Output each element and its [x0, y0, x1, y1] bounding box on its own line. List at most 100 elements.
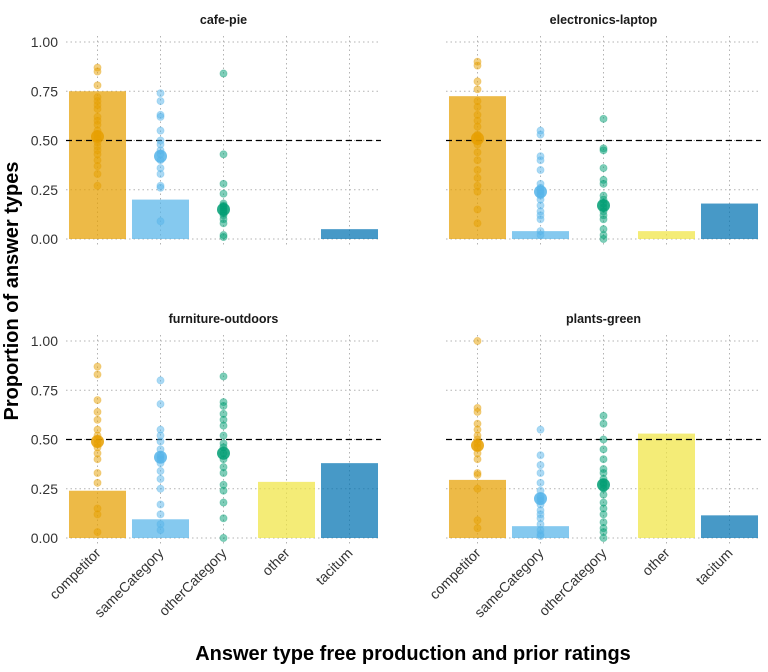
rating-point-competitor: [473, 219, 482, 228]
x-tick-label: tacitum: [312, 545, 355, 588]
rating-point-sameCategory: [156, 169, 165, 178]
y-tick-label: 0.25: [31, 481, 58, 497]
x-tick-label: other: [639, 545, 673, 579]
rating-point-otherCategory: [599, 114, 608, 123]
mean-point-competitor: [471, 438, 484, 452]
rating-point-competitor: [93, 181, 102, 190]
rating-point-otherCategory: [599, 234, 608, 243]
rating-point-sameCategory: [156, 183, 165, 192]
rating-point-otherCategory: [599, 419, 608, 428]
rating-point-competitor: [473, 156, 482, 165]
rating-point-sameCategory: [156, 474, 165, 483]
rating-point-competitor: [93, 528, 102, 537]
rating-point-sameCategory: [156, 376, 165, 385]
mean-point-sameCategory: [534, 185, 547, 199]
panel-furniture-outdoors: furniture-outdoors 0.00 0.25 0.50 0.75 1.00 co…: [31, 312, 381, 621]
rating-point-sameCategory: [156, 400, 165, 409]
y-tick-label: 0.75: [31, 382, 58, 398]
rating-point-competitor: [93, 362, 102, 371]
rating-point-competitor: [93, 162, 102, 171]
rating-point-competitor: [473, 148, 482, 157]
bar-tacitum: [700, 515, 759, 538]
rating-point-sameCategory: [156, 510, 165, 519]
panel-plants-green: plants-greencompetitorsameCategoryotherC…: [426, 312, 761, 621]
rating-point-sameCategory: [156, 467, 165, 476]
rating-point-competitor: [93, 468, 102, 477]
rating-point-competitor: [473, 407, 482, 416]
bar-other: [637, 433, 696, 538]
rating-point-otherCategory: [219, 179, 228, 188]
rating-point-sameCategory: [536, 468, 545, 477]
panel-title: electronics-laptop: [550, 13, 658, 27]
mean-point-otherCategory: [597, 199, 610, 213]
rating-point-otherCategory: [599, 510, 608, 519]
panel-electronics-laptop: electronics-laptop: [446, 13, 761, 245]
rating-point-competitor: [473, 470, 482, 479]
rating-point-competitor: [473, 77, 482, 86]
rating-point-sameCategory: [536, 156, 545, 165]
rating-point-competitor: [473, 516, 482, 525]
bar-tacitum: [320, 229, 379, 239]
mean-point-sameCategory: [534, 492, 547, 506]
rating-point-competitor: [473, 103, 482, 112]
rating-point-competitor: [93, 370, 102, 379]
rating-point-otherCategory: [599, 164, 608, 173]
rating-point-competitor: [473, 85, 482, 94]
y-axis-label: Proportion of answer types: [1, 162, 23, 421]
mean-point-competitor: [91, 130, 104, 144]
rating-point-competitor: [93, 169, 102, 178]
rating-point-otherCategory: [219, 219, 228, 228]
rating-point-sameCategory: [156, 217, 165, 226]
rating-point-otherCategory: [219, 431, 228, 440]
rating-point-otherCategory: [219, 189, 228, 198]
x-tick-label: competitor: [426, 545, 484, 603]
x-axis-label: Answer type free production and prior ra…: [195, 643, 631, 665]
rating-point-competitor: [473, 455, 482, 464]
rating-point-otherCategory: [599, 411, 608, 420]
panel-cafe-pie: cafe-pie 0.00 0.25 0.50 0.75 1.00: [31, 13, 381, 247]
rating-point-otherCategory: [219, 150, 228, 159]
rating-point-competitor: [93, 415, 102, 424]
rating-point-otherCategory: [219, 498, 228, 507]
x-tick-label: otherCategory: [156, 545, 230, 619]
rating-point-competitor: [473, 61, 482, 70]
bar-tacitum: [320, 463, 379, 538]
y-tick-label: 0.00: [31, 231, 58, 247]
rating-point-competitor: [473, 166, 482, 175]
rating-point-competitor: [473, 484, 482, 493]
y-tick-label: 0.25: [31, 182, 58, 198]
rating-point-otherCategory: [219, 468, 228, 477]
rating-point-sameCategory: [156, 89, 165, 98]
rating-point-competitor: [93, 407, 102, 416]
mean-point-sameCategory: [154, 450, 167, 464]
mean-point-competitor: [471, 132, 484, 146]
rating-point-sameCategory: [536, 425, 545, 434]
rating-point-otherCategory: [599, 490, 608, 499]
rating-point-sameCategory: [156, 112, 165, 121]
rating-point-otherCategory: [219, 233, 228, 242]
rating-point-otherCategory: [599, 445, 608, 454]
rating-point-competitor: [473, 524, 482, 533]
rating-point-otherCategory: [219, 514, 228, 523]
rating-point-competitor: [93, 81, 102, 90]
rating-point-otherCategory: [599, 215, 608, 224]
mean-point-competitor: [91, 434, 104, 448]
bar-tacitum: [700, 203, 759, 239]
rating-point-otherCategory: [599, 179, 608, 188]
y-tick-label: 0.75: [31, 83, 58, 99]
rating-point-sameCategory: [536, 215, 545, 224]
rating-point-sameCategory: [156, 484, 165, 493]
rating-point-sameCategory: [156, 500, 165, 509]
rating-point-otherCategory: [219, 402, 228, 411]
rating-point-sameCategory: [156, 437, 165, 446]
rating-point-otherCategory: [219, 372, 228, 381]
rating-point-otherCategory: [219, 486, 228, 495]
rating-point-competitor: [473, 187, 482, 196]
rating-point-sameCategory: [156, 126, 165, 135]
rating-point-sameCategory: [536, 130, 545, 139]
rating-point-competitor: [93, 510, 102, 519]
rating-point-otherCategory: [599, 435, 608, 444]
bar-other: [257, 481, 316, 538]
rating-point-competitor: [473, 122, 482, 131]
bar-other: [637, 231, 696, 239]
